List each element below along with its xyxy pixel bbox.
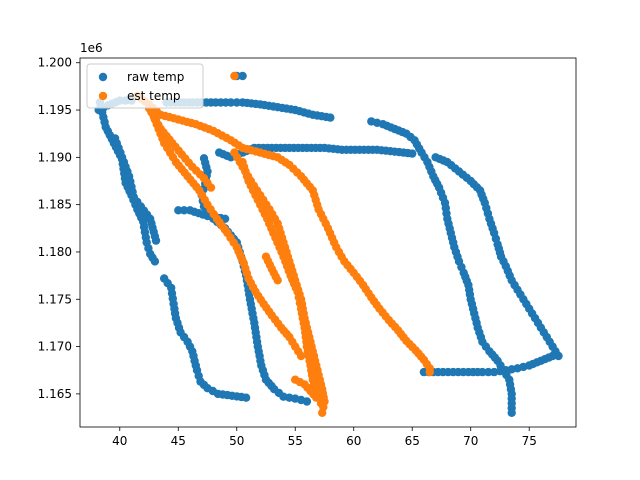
y-tick-label: 1.190 bbox=[38, 150, 72, 164]
data-point bbox=[478, 367, 487, 377]
x-tick-label: 70 bbox=[463, 434, 478, 448]
y-offset-text: 1e6 bbox=[80, 41, 103, 55]
y-tick-label: 1.195 bbox=[38, 103, 72, 117]
data-point bbox=[206, 183, 216, 192]
data-point bbox=[318, 408, 327, 417]
data-point bbox=[273, 276, 282, 285]
y-tick-label: 1.185 bbox=[38, 198, 72, 212]
legend-label: est temp bbox=[127, 89, 181, 103]
data-point bbox=[179, 206, 189, 215]
x-tick-label: 65 bbox=[405, 434, 420, 448]
data-point bbox=[230, 71, 239, 81]
data-point bbox=[408, 149, 417, 158]
data-point bbox=[316, 399, 326, 408]
data-point bbox=[484, 367, 493, 377]
y-tick-label: 1.200 bbox=[38, 56, 72, 70]
x-tick-label: 60 bbox=[346, 434, 361, 448]
data-point bbox=[302, 397, 312, 406]
y-axis: 1.165 1.170 1.175 1.180 1.185 1.190 1.195 1.200 bbox=[38, 56, 80, 401]
x-tick-label: 45 bbox=[171, 434, 186, 448]
plot-frame bbox=[79, 57, 577, 428]
data-point bbox=[174, 206, 183, 215]
data-point bbox=[241, 393, 251, 402]
x-tick-label: 50 bbox=[229, 434, 244, 448]
legend-label: raw temp bbox=[127, 70, 184, 84]
data-point bbox=[232, 98, 241, 107]
y-tick-label: 1.170 bbox=[38, 340, 72, 354]
data-point bbox=[238, 71, 247, 81]
y-tick-label: 1.165 bbox=[38, 387, 72, 401]
data-point bbox=[425, 367, 434, 377]
data-point bbox=[151, 236, 161, 245]
legend-marker bbox=[98, 91, 108, 101]
data-point bbox=[226, 98, 236, 107]
data-point bbox=[296, 351, 306, 361]
x-tick-label: 40 bbox=[112, 434, 127, 448]
data-point bbox=[326, 113, 335, 122]
data-point bbox=[507, 408, 516, 417]
series-est-temp bbox=[133, 71, 434, 417]
y-tick-label: 1.180 bbox=[38, 245, 72, 259]
legend: raw temp est temp bbox=[86, 63, 204, 109]
x-axis: 40 45 50 55 60 65 70 75 bbox=[112, 427, 537, 448]
legend-box bbox=[86, 63, 204, 109]
data-point bbox=[548, 351, 557, 361]
data-point bbox=[554, 351, 563, 361]
data-point bbox=[312, 393, 321, 402]
legend-marker bbox=[98, 72, 108, 82]
y-tick-label: 1.175 bbox=[38, 292, 72, 306]
data-point bbox=[150, 257, 160, 266]
x-tick-label: 75 bbox=[522, 434, 537, 448]
x-tick-label: 55 bbox=[288, 434, 303, 448]
